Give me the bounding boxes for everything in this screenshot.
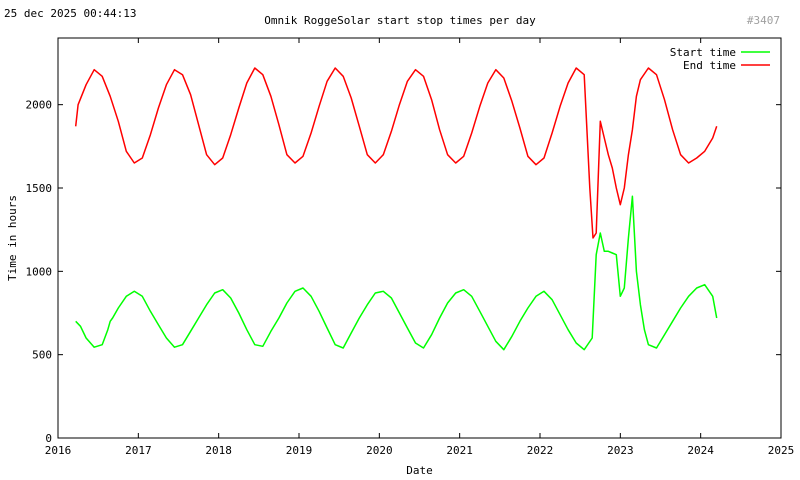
x-tick-label: 2018: [205, 444, 232, 457]
x-tick-label: 2025: [768, 444, 795, 457]
x-axis-label: Date: [406, 464, 433, 477]
image-counter: #3407: [746, 14, 780, 27]
legend-label: End time: [683, 59, 736, 72]
x-tick-label: 2020: [366, 444, 393, 457]
x-tick-label: 2022: [527, 444, 554, 457]
x-tick-label: 2017: [125, 444, 152, 457]
x-tick-label: 2024: [687, 444, 714, 457]
y-tick-label: 2000: [26, 99, 53, 112]
x-tick-label: 2016: [45, 444, 72, 457]
x-tick-label: 2019: [286, 444, 313, 457]
y-tick-label: 0: [45, 432, 52, 445]
series-line-start-time: [75, 195, 718, 351]
x-tick-label: 2023: [607, 444, 634, 457]
y-tick-label: 1000: [26, 265, 53, 278]
y-tick-label: 500: [32, 349, 52, 362]
legend-label: Start time: [670, 46, 736, 59]
series-line-end-time: [74, 67, 718, 239]
timestamp: 25 dec 2025 00:44:13: [4, 7, 137, 20]
chart-title: Omnik RoggeSolar start stop times per da…: [264, 14, 536, 27]
x-tick-label: 2021: [446, 444, 473, 457]
y-axis-label: Time in hours: [6, 195, 19, 281]
plot-area: [57, 37, 782, 439]
y-tick-label: 1500: [26, 182, 53, 195]
